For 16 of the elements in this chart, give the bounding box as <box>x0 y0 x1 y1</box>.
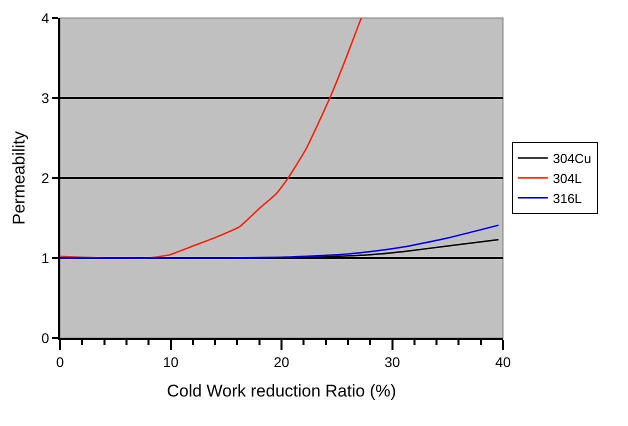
y-tick-label: 3 <box>41 90 50 106</box>
legend-label: 304L <box>552 170 582 186</box>
x-tick-label: 10 <box>162 354 179 370</box>
x-axis-title: Cold Work reduction Ratio (%) <box>166 382 396 401</box>
y-tick-label: 1 <box>41 250 50 266</box>
x-tick-label: 30 <box>384 354 400 370</box>
y-tick-label: 4 <box>41 10 50 26</box>
y-tick-label: 2 <box>41 170 50 186</box>
legend-label: 316L <box>552 190 582 206</box>
line-series <box>60 18 362 259</box>
x-tick-label: 40 <box>495 354 511 370</box>
y-tick-label: 0 <box>41 330 50 346</box>
legend-label: 304Cu <box>552 151 592 166</box>
x-tick-label: 0 <box>56 354 64 370</box>
x-tick-label: 20 <box>274 354 290 370</box>
y-axis-title: Permeability <box>9 130 28 225</box>
